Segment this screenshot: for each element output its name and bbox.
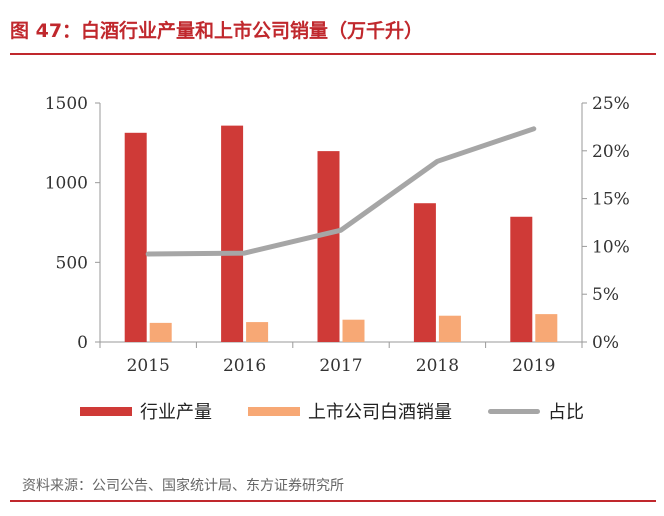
title-rule: [10, 53, 656, 55]
legend-label-production: 行业产量: [140, 402, 212, 423]
x-tick-label: 2018: [416, 356, 459, 376]
legend-item-share: 占比: [488, 396, 584, 426]
bar-listed-sales: [438, 315, 461, 342]
bar-production: [510, 216, 533, 342]
bar-listed-sales: [342, 319, 365, 342]
line-share: [145, 126, 537, 257]
legend-swatch-listed-sales: [248, 406, 300, 416]
bar-production: [124, 132, 147, 342]
bar-listed-sales: [535, 314, 558, 342]
y-tick-label-left: 0: [77, 333, 88, 353]
chart-title: 图 47：白酒行业产量和上市公司销量（万千升）: [10, 20, 424, 42]
chart-canvas: 0 500 1000 1500 0% 5% 10% 15% 20% 25% 2015 2016 2017…: [45, 94, 630, 376]
y-tick-label-right: 25%: [592, 94, 630, 114]
chart-legend: 行业产量 上市公司白酒销量 占比: [0, 396, 664, 426]
legend-item-production: 行业产量: [80, 396, 212, 426]
bar-production: [413, 203, 436, 342]
y-tick-label-right: 0%: [592, 333, 619, 353]
y-tick-label-right: 5%: [592, 285, 619, 305]
x-tick-label: 2016: [223, 356, 266, 376]
bar-listed-sales: [149, 322, 172, 342]
x-tick-label: 2015: [127, 356, 170, 376]
x-tick-label: 2017: [319, 356, 362, 376]
legend-item-listed-sales: 上市公司白酒销量: [248, 396, 452, 426]
legend-swatch-production: [80, 406, 132, 416]
bar-production: [317, 151, 340, 342]
legend-swatch-share: [488, 408, 540, 414]
y-tick-label-right: 20%: [592, 142, 630, 162]
legend-label-listed-sales: 上市公司白酒销量: [308, 402, 452, 423]
y-tick-label-left: 500: [56, 253, 88, 273]
bar-production: [221, 125, 244, 342]
y-tick-label-left: 1500: [45, 94, 88, 114]
footer-rule: [10, 500, 656, 502]
source-note: 资料来源：公司公告、国家统计局、东方证券研究所: [22, 478, 344, 494]
bar-listed-sales: [246, 322, 269, 342]
legend-label-share: 占比: [548, 402, 584, 423]
y-tick-label-left: 1000: [45, 174, 88, 194]
y-tick-label-right: 15%: [592, 190, 630, 210]
x-tick-label: 2019: [512, 356, 555, 376]
y-tick-label-right: 10%: [592, 237, 630, 257]
